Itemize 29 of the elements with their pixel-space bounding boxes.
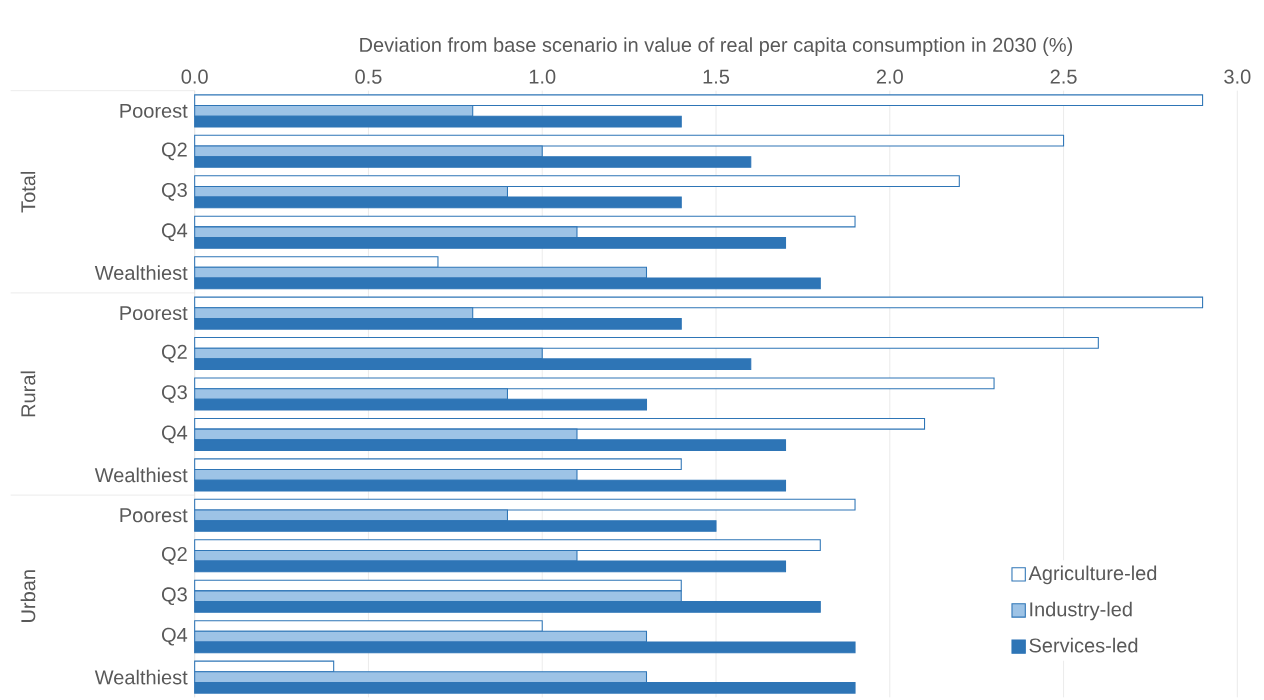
y-tick-label: Poorest <box>120 508 188 523</box>
x-tick-label: 0.0 <box>181 69 208 84</box>
text: Rural <box>20 371 36 417</box>
text: Total <box>20 171 36 213</box>
y-tick-label: Poorest <box>120 103 188 118</box>
x-tick-label: 2.0 <box>876 69 903 84</box>
x-tick-label: 1.5 <box>703 69 730 84</box>
y-tick-label: Q4 <box>161 425 188 444</box>
x-tick-label: 3.0 <box>1224 69 1251 84</box>
text: Urban <box>20 570 36 622</box>
y-tick-label: Q2 <box>161 142 187 161</box>
legend-label: Agriculture-led <box>1028 565 1157 585</box>
y-tick-label: Wealthiest <box>94 467 188 483</box>
legend-label: Services-led <box>1029 637 1138 653</box>
y-tick-label: Q3 <box>161 182 187 201</box>
y-tick-label: Q3 <box>161 587 187 606</box>
y-tick-label: Q2 <box>161 344 187 363</box>
y-tick-label: Wealthiest <box>94 669 188 685</box>
legend-label: Industry-led <box>1030 601 1132 621</box>
y-tick-label: Q2 <box>161 546 187 565</box>
x-tick-label: 0.5 <box>355 69 382 84</box>
y-tick-label: Q4 <box>161 627 188 646</box>
x-axis-title: Deviation from base scenario in value of real per capita consumption in 2030 (%) <box>360 37 1073 56</box>
x-tick-label: 2.5 <box>1050 69 1077 84</box>
y-tick-label: Wealthiest <box>94 265 188 280</box>
y-tick-label: Poorest <box>120 306 188 321</box>
y-tick-label: Q3 <box>161 385 187 403</box>
y-tick-label: Q4 <box>161 223 188 242</box>
x-tick-label: 1.0 <box>529 69 556 84</box>
